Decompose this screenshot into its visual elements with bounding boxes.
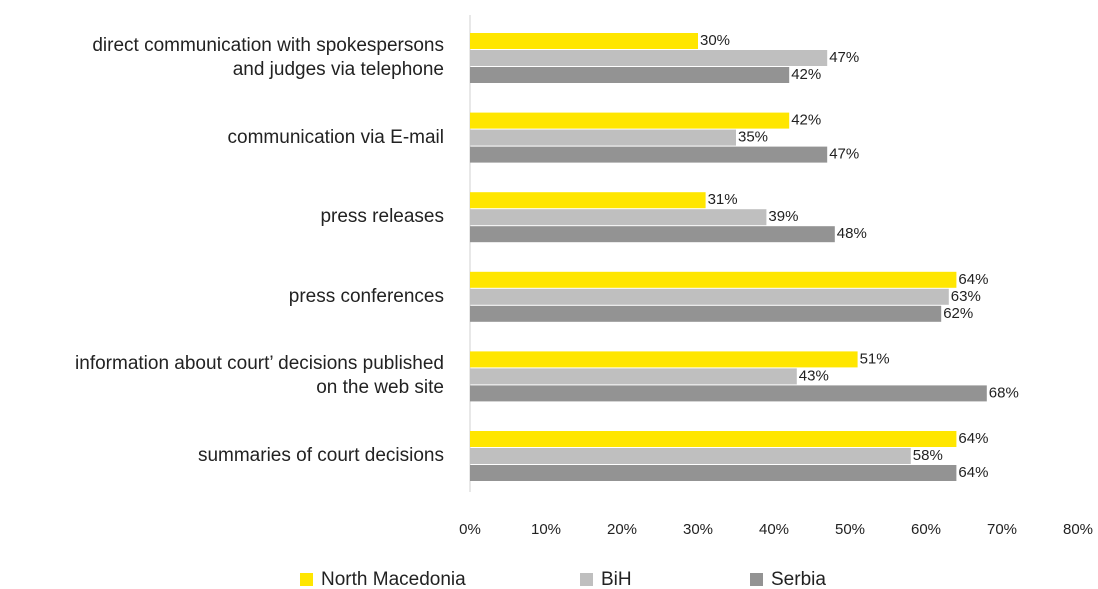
bar [470,192,706,209]
category-label: summaries of court decisions [197,445,444,466]
x-tick-label: 0% [459,521,481,538]
value-label: 31% [708,191,738,208]
legend-label: Serbia [771,569,826,589]
x-tick-label: 30% [683,521,713,538]
value-label: 64% [958,464,988,481]
category-label: press releases [320,206,444,228]
legend-label: BiH [601,569,632,589]
value-label: 63% [951,288,981,305]
value-label: 64% [958,430,988,447]
value-label: 51% [860,350,890,367]
value-label: 43% [799,367,829,384]
bar [470,67,790,83]
x-tick-label: 20% [607,521,637,538]
x-tick-label: 60% [911,521,941,538]
bar [470,146,828,163]
category-label: information about court’ decisions publi… [75,353,444,399]
bar [470,368,797,385]
value-label: 62% [943,305,973,322]
legend-label: North Macedonia [321,569,466,589]
value-label: 47% [829,146,859,163]
x-tick-label: 70% [987,521,1017,538]
bar [470,465,957,481]
bar [470,305,942,322]
value-label: 35% [738,129,768,146]
bar [470,112,790,129]
value-label: 39% [768,208,798,225]
bar [470,448,911,464]
bar [470,129,736,146]
bar [470,431,957,447]
value-label: 47% [829,49,859,66]
category-label: press conferences [288,285,444,307]
x-tick-label: 10% [531,521,561,538]
x-tick-label: 50% [835,521,865,538]
bar [470,288,949,305]
bar [470,385,987,402]
x-tick-label: 80% [1063,521,1093,538]
bar [470,351,858,368]
value-label: 42% [791,66,821,83]
bar [470,271,957,288]
value-label: 68% [989,384,1019,401]
value-label: 48% [837,225,867,242]
value-label: 42% [791,112,821,129]
bar [470,209,767,226]
bar [470,33,698,49]
legend-swatch [750,573,763,586]
category-label: communication via E-mail [227,126,444,148]
value-label: 30% [700,32,730,49]
bar [470,50,828,66]
legend-swatch [580,573,593,586]
legend-swatch [300,573,313,586]
x-tick-label: 40% [759,521,789,538]
value-label: 64% [958,271,988,288]
bar [470,226,835,243]
category-label: direct communication with spokespersons … [92,35,444,80]
value-label: 58% [913,447,943,464]
